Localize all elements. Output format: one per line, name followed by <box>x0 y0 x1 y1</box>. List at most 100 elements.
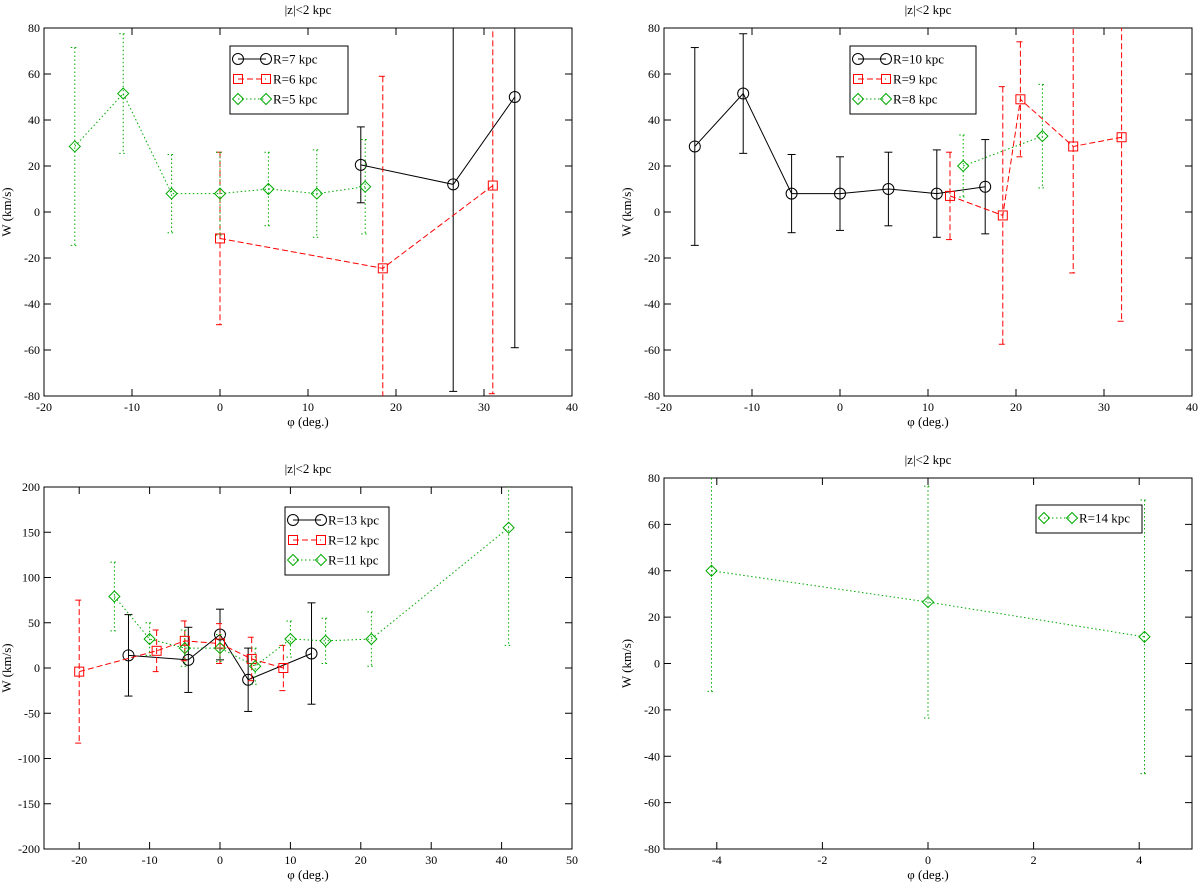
y-tick-label: -80 <box>644 842 660 856</box>
data-point <box>68 140 82 153</box>
x-tick-label: 4 <box>1136 853 1142 867</box>
y-tick-label: -20 <box>24 251 40 265</box>
y-axis-label: W (km/s) <box>619 187 634 236</box>
data-point <box>108 590 121 603</box>
x-tick-label: 0 <box>217 400 223 414</box>
legend: R=13 kpc R=12 kpc R=11 kpc <box>284 506 390 576</box>
legend-label: R=13 kpc <box>328 513 379 528</box>
x-tick-label: -20 <box>71 853 87 867</box>
data-point <box>74 666 85 677</box>
y-axis-label: W (km/s) <box>619 639 634 688</box>
data-point <box>688 140 701 153</box>
chart-title: |z|<2 kpc <box>905 452 952 467</box>
y-tick-label: 0 <box>654 657 660 671</box>
series-line <box>79 640 284 673</box>
x-tick-label: -10 <box>142 853 158 867</box>
y-tick-label: 80 <box>648 21 660 35</box>
data-point <box>213 187 227 200</box>
y-tick-label: -100 <box>18 752 40 766</box>
y-tick-label: -20 <box>644 703 660 717</box>
data-point <box>358 180 372 193</box>
data-point <box>246 653 257 664</box>
legend-marker <box>316 535 326 545</box>
y-tick-label: -20 <box>644 251 660 265</box>
legend-marker <box>287 514 299 526</box>
chart-panel-3: -20 -10 0 10 20 30 40 50-200-150-100-5005010015… <box>0 461 578 882</box>
y-tick-label: 60 <box>648 517 660 531</box>
data-point <box>122 649 135 662</box>
x-tick-label: 20 <box>1010 400 1022 414</box>
legend-marker <box>1065 511 1079 525</box>
series-3 <box>68 33 372 246</box>
y-tick-label: -200 <box>18 842 40 856</box>
legend-label: R=10 kpc <box>893 52 944 67</box>
x-tick-label: 10 <box>302 400 314 414</box>
legend-marker <box>232 53 244 65</box>
legend-label: R=8 kpc <box>893 92 938 107</box>
x-tick-label: 20 <box>355 853 367 867</box>
data-point <box>508 91 521 103</box>
x-tick-label: 20 <box>390 400 402 414</box>
data-point <box>979 180 992 193</box>
y-tick-label: 0 <box>654 205 660 219</box>
data-point <box>151 645 162 656</box>
series-line <box>360 96 516 185</box>
series-line <box>949 98 1122 217</box>
x-tick-label: 0 <box>837 400 843 414</box>
data-point <box>242 673 255 686</box>
y-tick-label: 50 <box>28 616 40 630</box>
series-line <box>74 92 366 195</box>
x-tick-label: -4 <box>712 853 722 867</box>
x-axis-label: φ (deg.) <box>287 414 328 429</box>
data-point <box>945 190 955 201</box>
y-tick-label: 20 <box>28 159 40 173</box>
y-tick-label: 40 <box>648 564 660 578</box>
legend-marker <box>261 74 271 84</box>
legend-marker <box>852 53 864 65</box>
legend-box <box>229 45 349 115</box>
x-tick-label: 2 <box>1031 853 1037 867</box>
data-point <box>930 187 943 200</box>
x-tick-label: 40 <box>1186 400 1198 414</box>
x-tick-label: 0 <box>217 853 223 867</box>
y-tick-label: 100 <box>22 571 40 585</box>
series-2 <box>945 28 1127 345</box>
x-tick-label: 30 <box>425 853 437 867</box>
legend-marker <box>879 92 893 106</box>
data-point <box>319 634 332 648</box>
y-axis-label: W (km/s) <box>0 187 14 236</box>
x-tick-label: 50 <box>566 853 578 867</box>
data-point <box>1036 129 1049 143</box>
data-point <box>834 187 846 200</box>
legend-marker <box>881 74 891 84</box>
y-tick-label: -50 <box>24 706 40 720</box>
x-tick-label: -20 <box>36 400 52 414</box>
data-point <box>143 632 156 646</box>
data-point <box>487 180 498 191</box>
legend-box <box>1035 504 1143 534</box>
y-tick-label: 20 <box>648 610 660 624</box>
legend-label: R=12 kpc <box>328 533 379 548</box>
legend-marker <box>260 53 272 65</box>
data-point <box>262 182 275 196</box>
data-point <box>213 641 227 655</box>
data-point <box>1138 630 1151 644</box>
plot-area <box>688 28 1127 345</box>
legend-box <box>849 45 977 115</box>
series-1 <box>354 28 521 392</box>
y-tick-label: -60 <box>24 343 40 357</box>
data-point <box>785 187 798 200</box>
data-point <box>278 663 289 673</box>
plot-area <box>68 28 521 396</box>
y-tick-label: 20 <box>648 159 660 173</box>
legend-marker <box>851 92 865 106</box>
legend-box <box>284 506 390 576</box>
y-tick-label: -150 <box>18 797 40 811</box>
data-point <box>377 263 388 274</box>
legend-marker <box>259 92 273 106</box>
legend-label: R=7 kpc <box>273 52 318 67</box>
data-point <box>178 641 192 655</box>
legend-marker <box>1037 511 1051 525</box>
